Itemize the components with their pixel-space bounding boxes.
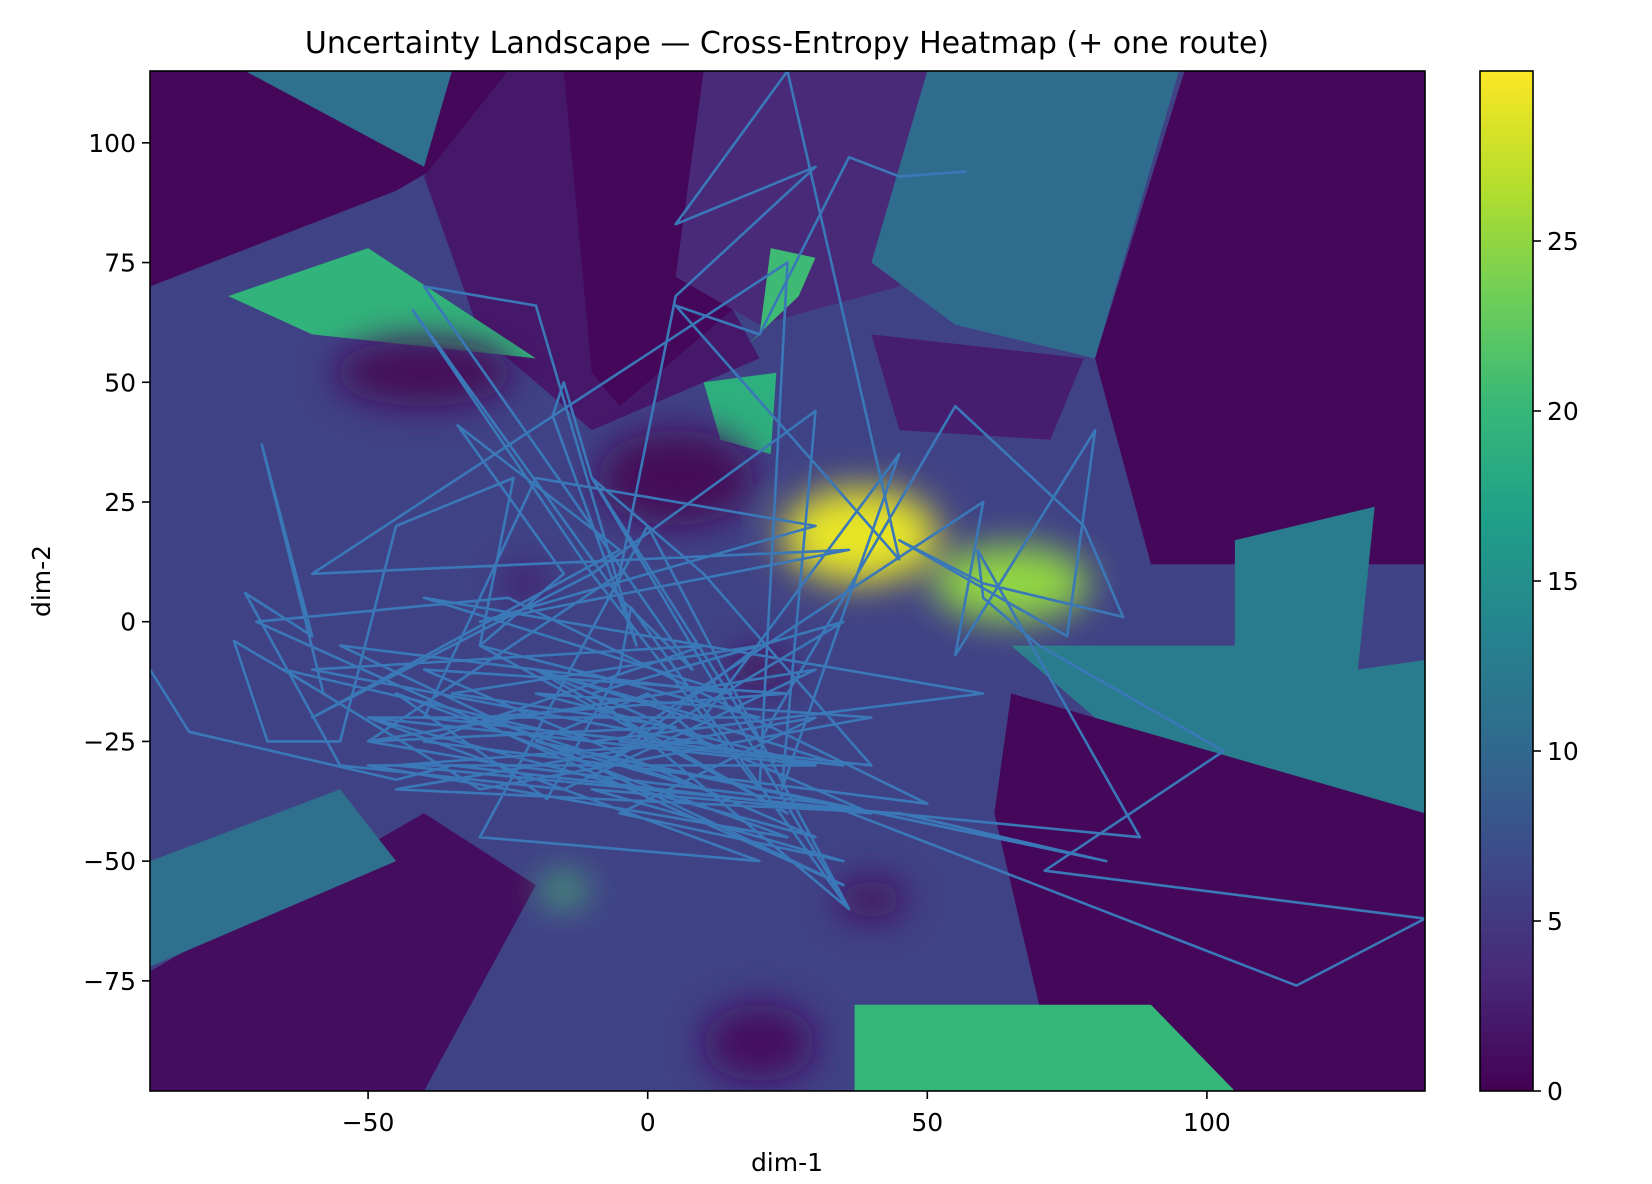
- y-tick-label: 100: [88, 129, 136, 158]
- heatmap-hotspot-22: [507, 569, 542, 598]
- x-tick-label: 50: [911, 1108, 943, 1137]
- heatmap-region-2: [245, 71, 452, 167]
- heatmap-region-7: [1095, 71, 1425, 565]
- colorbar-ticks: 0 5 10 15 20 25: [1533, 227, 1579, 1106]
- y-tick-label: −25: [83, 727, 136, 756]
- colorbar-tick-label: 20: [1547, 397, 1579, 426]
- heatmap-region-16: [703, 372, 777, 455]
- heatmap-hotspot-19: [334, 339, 514, 407]
- heatmap-region-11: [854, 1004, 1235, 1091]
- heatmap-hotspot-24: [837, 880, 905, 919]
- y-tick-label: 25: [104, 488, 136, 517]
- x-tick-label: 0: [640, 1108, 656, 1137]
- y-axis-ticks: −75 −50 −25 0 25 50 75 100: [83, 129, 150, 996]
- x-tick-label: −50: [342, 1108, 395, 1137]
- heatmap-region-14: [228, 248, 536, 359]
- y-tick-label: 75: [104, 249, 136, 278]
- x-tick-label: 100: [1183, 1108, 1231, 1137]
- heatmap: [150, 71, 1425, 1091]
- y-tick-label: 50: [104, 368, 136, 397]
- heatmap-hotspot-23: [541, 875, 587, 905]
- heatmap-region-9: [1011, 506, 1425, 814]
- y-tick-label: 0: [120, 608, 136, 637]
- chart-title: Uncertainty Landscape — Cross-Entropy He…: [305, 26, 1269, 61]
- colorbar-tick-label: 5: [1547, 907, 1563, 936]
- heatmap-region-5: [675, 71, 928, 325]
- colorbar-tick-label: 0: [1547, 1077, 1563, 1106]
- route-line: [150, 71, 1425, 987]
- x-axis-ticks: −50 0 50 100: [342, 1091, 1231, 1137]
- colorbar-tick-label: 25: [1547, 227, 1579, 256]
- heatmap-region-6: [871, 71, 1179, 359]
- heatmap-hotspot-20: [597, 430, 754, 526]
- heatmap-region-12: [150, 813, 536, 1091]
- route-line-group: [150, 71, 1425, 987]
- colorbar-tick-label: 15: [1547, 567, 1579, 596]
- y-tick-label: −75: [83, 967, 136, 996]
- colorbar-gradient: [1479, 70, 1534, 1092]
- y-axis-label: dim-2: [27, 545, 56, 617]
- heatmap-region-13: [150, 789, 397, 967]
- colorbar: 0 5 10 15 20 25: [1479, 70, 1579, 1106]
- heatmap-hotspot-25: [703, 1004, 816, 1082]
- colorbar-tick-label: 10: [1547, 737, 1579, 766]
- heatmap-region-8: [871, 334, 1084, 440]
- x-axis-label: dim-1: [751, 1148, 823, 1177]
- heatmap-region-15: [748, 248, 816, 344]
- plot-frame: [149, 70, 1426, 1092]
- y-tick-label: −50: [83, 847, 136, 876]
